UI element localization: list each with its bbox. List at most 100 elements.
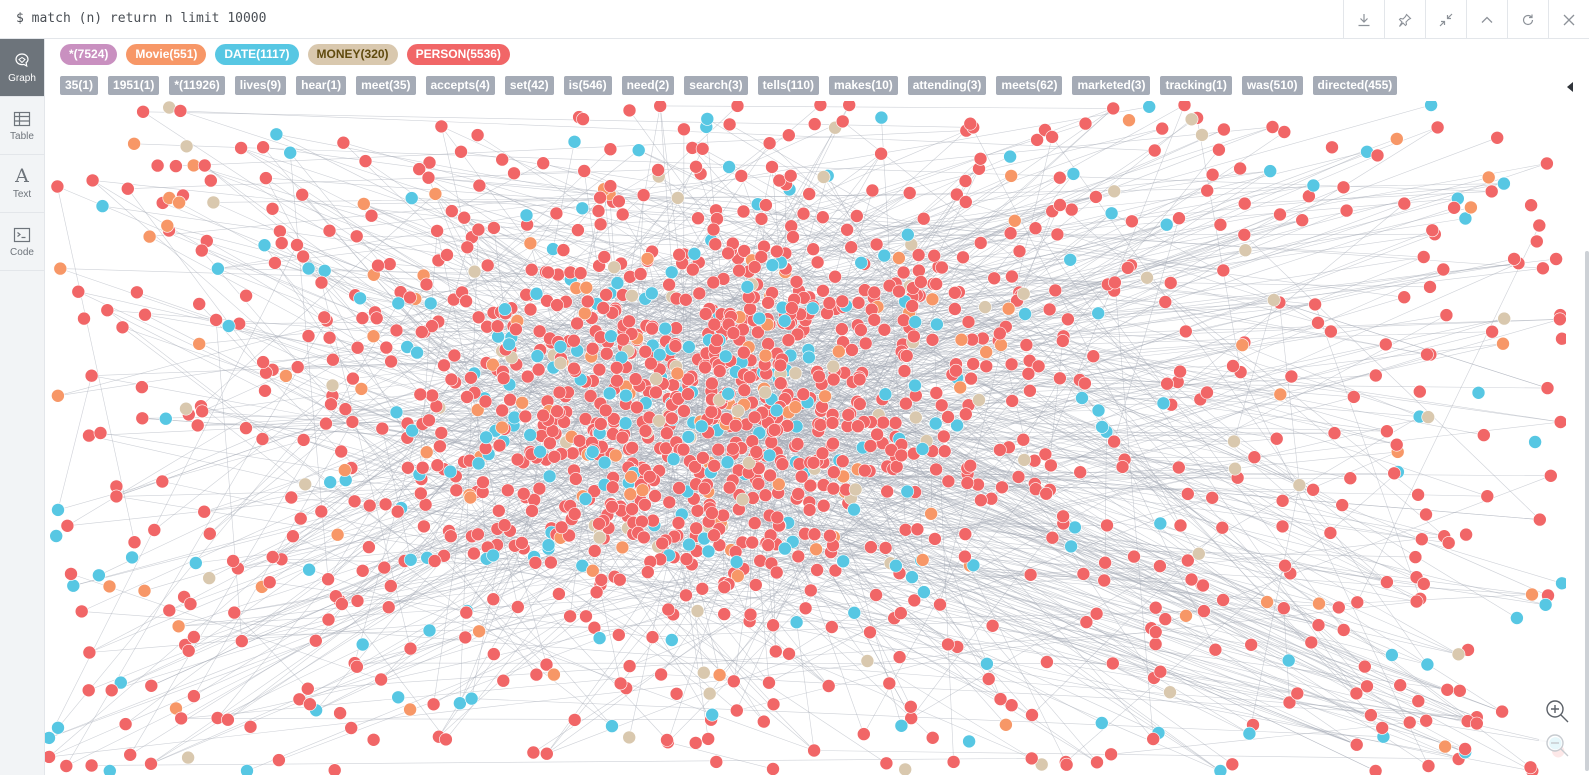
graph-node-movie[interactable] (1481, 170, 1496, 185)
graph-node-date[interactable] (422, 623, 437, 638)
graph-node-person[interactable] (272, 753, 286, 767)
graph-node-person[interactable] (336, 135, 351, 150)
graph-node-person[interactable] (552, 385, 567, 400)
graph-node-date[interactable] (1213, 764, 1228, 775)
graph-node-person[interactable] (679, 552, 694, 566)
graph-node-person[interactable] (1458, 742, 1472, 756)
graph-node-date[interactable] (605, 719, 619, 733)
graph-node-date[interactable] (404, 191, 419, 205)
graph-node-person[interactable] (563, 609, 577, 624)
graph-node-movie[interactable] (330, 527, 345, 542)
graph-node-person[interactable] (676, 442, 691, 457)
graph-node-person[interactable] (476, 475, 490, 490)
graph-node-person[interactable] (747, 260, 762, 274)
graph-node-person[interactable] (794, 469, 809, 484)
graph-node-person[interactable] (444, 372, 459, 387)
graph-node-person[interactable] (1213, 217, 1228, 232)
graph-node-person[interactable] (870, 427, 884, 442)
graph-node-person[interactable] (763, 468, 777, 483)
graph-node-person[interactable] (239, 421, 253, 435)
graph-node-person[interactable] (688, 736, 703, 750)
graph-node-person[interactable] (597, 250, 612, 264)
graph-node-person[interactable] (791, 549, 806, 564)
graph-node-person[interactable] (688, 459, 702, 474)
graph-node-money[interactable] (1192, 546, 1206, 561)
graph-node-movie[interactable] (470, 403, 485, 417)
graph-node-person[interactable] (858, 336, 873, 351)
graph-node-person[interactable] (745, 535, 760, 550)
graph-node-date[interactable] (777, 314, 792, 328)
graph-node-person[interactable] (1064, 202, 1079, 217)
graph-node-person[interactable] (1420, 347, 1434, 362)
graph-node-person[interactable] (1423, 280, 1437, 294)
graph-node-money[interactable] (826, 359, 841, 374)
graph-node-person[interactable] (905, 299, 920, 313)
graph-node-date[interactable] (403, 552, 418, 567)
graph-node-person[interactable] (869, 588, 883, 602)
rel-chip[interactable]: accepts(4) (425, 76, 495, 95)
graph-node-money[interactable] (1227, 434, 1241, 449)
graph-node-person[interactable] (1155, 121, 1169, 136)
graph-node-person[interactable] (748, 578, 763, 592)
graph-node-person[interactable] (642, 469, 657, 484)
graph-node-person[interactable] (769, 244, 784, 259)
graph-node-person[interactable] (173, 104, 188, 118)
graph-node-date[interactable] (805, 301, 820, 316)
graph-node-person[interactable] (1148, 637, 1163, 651)
graph-node-person[interactable] (773, 376, 788, 391)
graph-node-date[interactable] (1095, 420, 1109, 434)
graph-node-date[interactable] (269, 127, 284, 142)
graph-node-person[interactable] (195, 404, 209, 419)
graph-node-person[interactable] (587, 544, 602, 558)
graph-node-date[interactable] (443, 464, 458, 479)
graph-node-person[interactable] (1441, 536, 1456, 550)
graph-node-person[interactable] (810, 563, 824, 577)
graph-node-movie[interactable] (915, 553, 930, 567)
graph-node-person[interactable] (1158, 295, 1173, 309)
graph-node-person[interactable] (578, 412, 593, 426)
graph-node-movie[interactable] (515, 395, 530, 410)
graph-node-person[interactable] (993, 443, 1007, 457)
graph-node-person[interactable] (1012, 244, 1027, 259)
graph-node-person[interactable] (678, 293, 693, 307)
graph-node-person[interactable] (382, 257, 397, 271)
graph-node-money[interactable] (206, 195, 221, 210)
graph-node-person[interactable] (761, 296, 775, 310)
graph-node-date[interactable] (980, 656, 994, 671)
graph-node-money[interactable] (898, 762, 912, 775)
graph-node-person[interactable] (1339, 203, 1354, 218)
graph-node-date[interactable] (597, 455, 612, 470)
graph-node-person[interactable] (835, 114, 850, 129)
graph-node-date[interactable] (529, 286, 544, 301)
close-button[interactable] (1548, 0, 1589, 39)
graph-node-movie[interactable] (1273, 387, 1288, 402)
graph-node-person[interactable] (823, 528, 837, 543)
graph-node-date[interactable] (530, 349, 545, 363)
graph-node-person[interactable] (256, 140, 270, 155)
graph-node-person[interactable] (1127, 549, 1141, 564)
graph-node-person[interactable] (1005, 394, 1020, 408)
graph-node-person[interactable] (243, 719, 258, 734)
graph-node-person[interactable] (1196, 578, 1210, 593)
rel-chip[interactable]: 1951(1) (108, 76, 160, 95)
graph-node-person[interactable] (1073, 465, 1087, 480)
graph-node-person[interactable] (941, 474, 956, 489)
graph-node-person[interactable] (471, 527, 485, 542)
graph-node-person[interactable] (1225, 757, 1240, 772)
graph-node-date[interactable] (877, 248, 892, 263)
graph-node-person[interactable] (550, 298, 564, 312)
graph-node-person[interactable] (1125, 214, 1139, 229)
graph-node-person[interactable] (464, 370, 478, 385)
graph-node-person[interactable] (144, 678, 159, 693)
graph-view-tab[interactable]: Graph (0, 39, 44, 97)
graph-node-person[interactable] (768, 644, 783, 659)
graph-node-person[interactable] (681, 372, 696, 387)
graph-node-person[interactable] (1089, 190, 1103, 204)
graph-node-person[interactable] (849, 209, 864, 223)
graph-node-person[interactable] (1277, 125, 1292, 139)
graph-node-date[interactable] (602, 386, 617, 401)
graph-node-movie[interactable] (831, 344, 846, 359)
graph-node-money[interactable] (816, 170, 831, 184)
graph-node-person[interactable] (338, 402, 353, 416)
graph-node-person[interactable] (732, 263, 746, 278)
